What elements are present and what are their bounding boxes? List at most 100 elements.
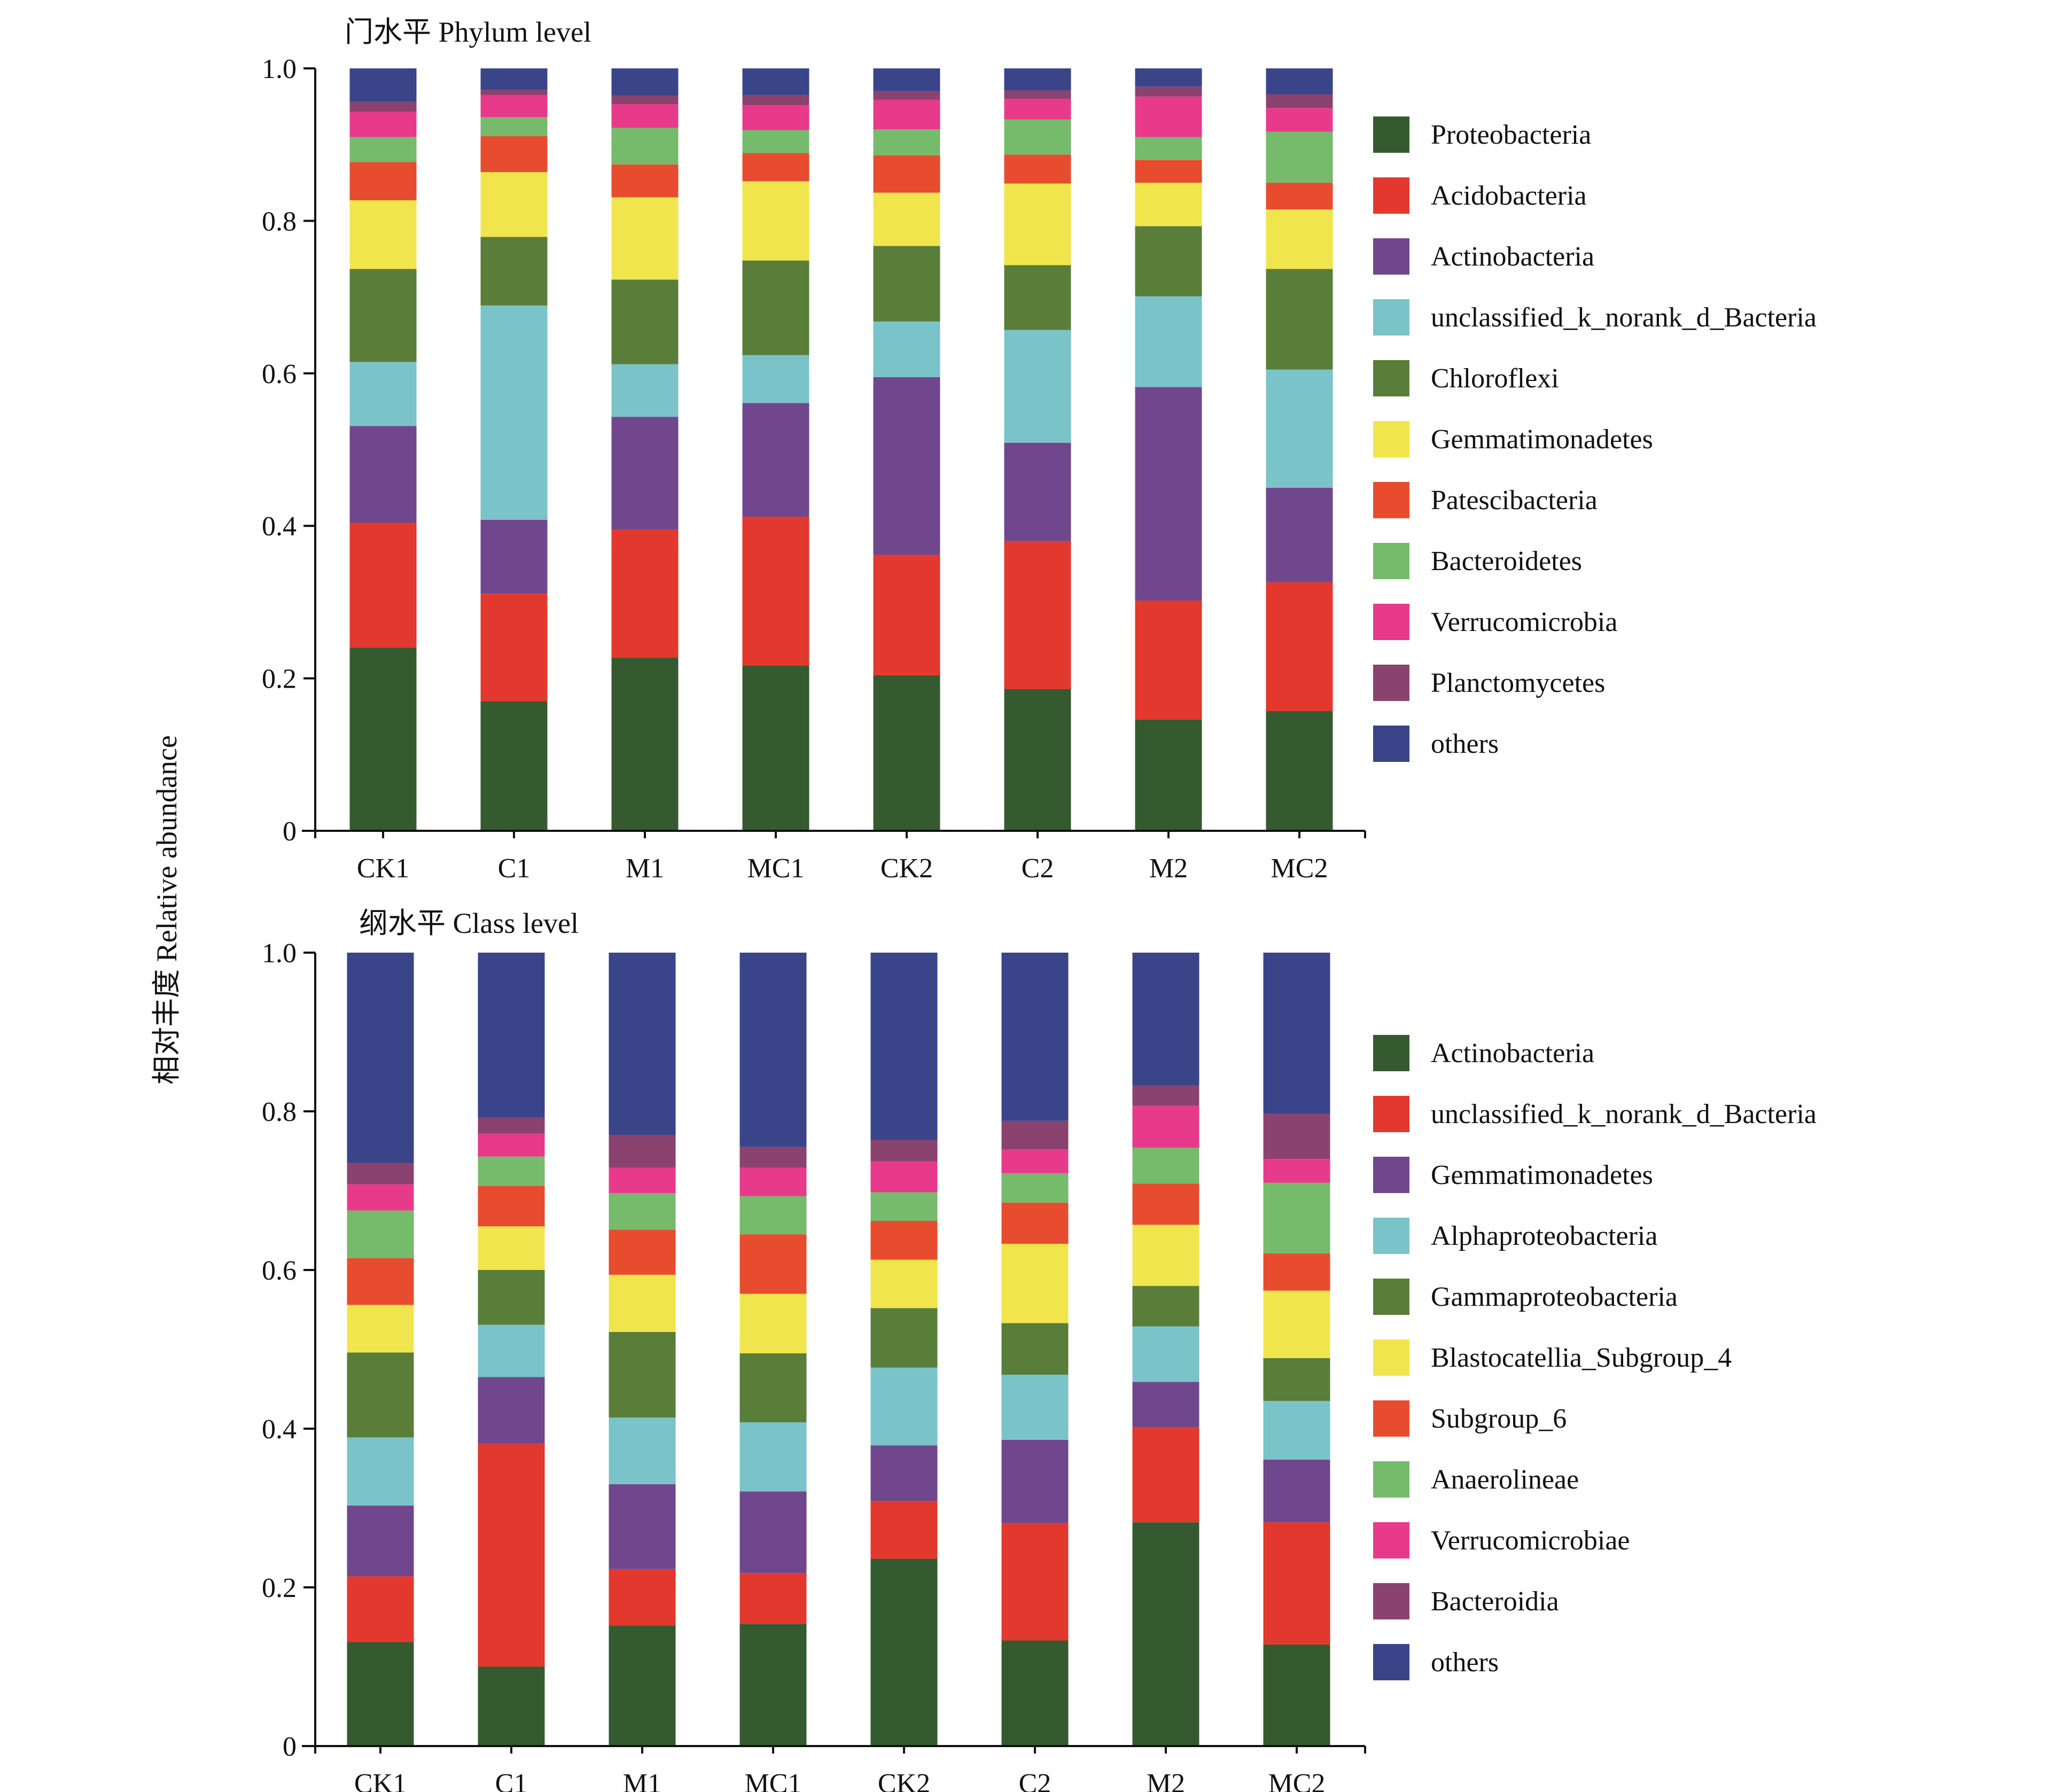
legend-swatch — [1373, 1096, 1409, 1132]
legend-swatch — [1373, 1583, 1409, 1619]
bar-segment-gemmatimonadetes — [611, 197, 679, 280]
bar-segment-gemmatimonadetes — [1266, 209, 1333, 269]
bar-segment-planctomycetes — [349, 102, 417, 112]
bar-segment-anaerolineae — [347, 1210, 414, 1258]
legend-label: unclassified_k_norank_d_Bacteria — [1431, 302, 1817, 333]
y-tick-label: 0.6 — [262, 359, 297, 389]
bar-stack-mc2 — [1266, 68, 1333, 831]
bar-segment-others — [1001, 953, 1069, 1121]
bar-segment-gemmatimonadetes — [478, 1377, 545, 1444]
y-tick-label: 0.4 — [262, 511, 297, 542]
legend-swatch — [1373, 116, 1409, 153]
x-tick-label: M1 — [623, 1768, 661, 1792]
bar-segment-verrucomicrobia — [349, 112, 417, 137]
bar-segment-actinobacteria — [480, 519, 548, 594]
bar-segment-bacteroidetes — [1004, 119, 1071, 155]
bar-segment-acidobacteria — [349, 523, 417, 648]
bar-segment-subgroup-6 — [739, 1234, 807, 1294]
bar-segment-unclassified-k-norank-d-bacteria — [1263, 1522, 1330, 1645]
x-tick-label: C1 — [498, 853, 531, 884]
bar-segment-gemmatimonadetes — [1263, 1459, 1330, 1523]
y-tick-label: 0.4 — [262, 1414, 297, 1445]
bar-segment-acidobacteria — [873, 555, 940, 675]
bar-segment-actinobacteria — [1135, 387, 1202, 601]
bar-segment-verrucomicrobia — [480, 95, 548, 118]
bar-segment-bacteroidetes — [480, 117, 548, 137]
bar-segment-verrucomicrobiae — [870, 1161, 938, 1193]
legend-swatch — [1373, 1279, 1409, 1315]
bar-segment-proteobacteria — [349, 648, 417, 831]
bar-segment-actinobacteria — [739, 1624, 807, 1746]
bar-segment-alphaproteobacteria — [1263, 1401, 1330, 1460]
bar-segment-proteobacteria — [1004, 689, 1071, 831]
bar-segment-chloroflexi — [873, 246, 940, 322]
bar-segment-blastocatellia-subgroup-4 — [1132, 1225, 1199, 1286]
bar-segment-subgroup-6 — [1132, 1183, 1199, 1225]
bar-segment-unclassified-k-norank-d-bacteria — [742, 355, 809, 403]
bar-segment-patescibacteria — [480, 136, 548, 173]
legend-swatch — [1373, 1522, 1409, 1559]
bar-segment-chloroflexi — [1004, 265, 1071, 330]
bar-segment-patescibacteria — [873, 155, 940, 193]
y-tick-label: 0.2 — [262, 1573, 297, 1603]
bar-segment-verrucomicrobia — [611, 104, 679, 128]
bar-segment-actinobacteria — [873, 377, 940, 555]
bar-segment-gemmatimonadetes — [739, 1491, 807, 1573]
bar-segment-others — [1263, 953, 1330, 1114]
bar-segment-patescibacteria — [1266, 183, 1333, 209]
bar-segment-actinobacteria — [1004, 442, 1071, 541]
y-tick-label: 0.2 — [262, 664, 297, 695]
bar-segment-others — [1004, 68, 1071, 91]
bar-segment-alphaproteobacteria — [739, 1422, 807, 1492]
bar-segment-gemmatimonadetes — [480, 172, 548, 237]
bar-segment-others — [1132, 953, 1199, 1085]
x-tick-label: MC2 — [1268, 1768, 1326, 1792]
bar-segment-patescibacteria — [349, 162, 417, 200]
bar-segment-proteobacteria — [611, 658, 679, 831]
bar-segment-verrucomicrobia — [873, 99, 940, 130]
bar-segment-actinobacteria — [1001, 1640, 1069, 1746]
legend-label: Proteobacteria — [1431, 120, 1591, 150]
x-tick-label: MC2 — [1271, 853, 1328, 884]
bar-segment-planctomycetes — [1135, 87, 1202, 97]
bar-segment-patescibacteria — [1135, 160, 1202, 183]
bar-segment-gemmatimonadetes — [347, 1506, 414, 1577]
bar-segment-verrucomicrobiae — [1132, 1105, 1199, 1148]
bar-segment-others — [611, 68, 679, 96]
bar-segment-gammaproteobacteria — [609, 1331, 676, 1418]
bar-segment-anaerolineae — [1263, 1182, 1330, 1253]
x-tick-label: CK2 — [878, 1768, 930, 1792]
bar-segment-bacteroidia — [1001, 1120, 1069, 1150]
bar-segment-subgroup-6 — [609, 1229, 676, 1275]
legend-label: Anaerolineae — [1431, 1464, 1579, 1495]
bar-segment-bacteroidia — [870, 1140, 938, 1162]
bar-segment-patescibacteria — [1004, 154, 1071, 184]
bar-segment-anaerolineae — [739, 1196, 807, 1235]
bar-segment-acidobacteria — [1266, 582, 1333, 711]
legend-swatch — [1373, 238, 1409, 275]
y-tick-label: 0.8 — [262, 1097, 297, 1127]
bar-segment-unclassified-k-norank-d-bacteria — [480, 305, 548, 520]
bar-segment-bacteroidia — [1132, 1085, 1199, 1106]
bar-stack-ck1 — [349, 68, 417, 831]
bar-segment-blastocatellia-subgroup-4 — [347, 1305, 414, 1353]
bar-segment-acidobacteria — [611, 529, 679, 658]
bar-segment-others — [347, 953, 414, 1163]
bar-segment-anaerolineae — [870, 1192, 938, 1221]
bar-segment-unclassified-k-norank-d-bacteria — [349, 362, 417, 426]
bar-segment-actinobacteria — [870, 1559, 938, 1746]
bar-stack-mc2 — [1263, 953, 1330, 1746]
bar-stack-m1 — [611, 68, 679, 831]
y-tick-label: 0.8 — [262, 206, 297, 237]
bar-segment-unclassified-k-norank-d-bacteria — [347, 1576, 414, 1642]
x-tick-label: C1 — [495, 1768, 528, 1792]
legend-swatch — [1373, 177, 1409, 214]
bar-segment-bacteroidetes — [1266, 131, 1333, 183]
y-tick-label: 0.6 — [262, 1256, 297, 1286]
bar-segment-subgroup-6 — [870, 1220, 938, 1260]
bar-segment-alphaproteobacteria — [1001, 1375, 1069, 1440]
phylum-level-panel: 门水平 Phylum level CK1 C1 M1 MC1 CK2 C2 M2 MC2 0 0.2… — [262, 16, 1817, 884]
y-tick-label: 0 — [283, 1732, 297, 1762]
legend-label: Actinobacteria — [1431, 1038, 1594, 1069]
bar-stack-c1 — [480, 68, 548, 831]
